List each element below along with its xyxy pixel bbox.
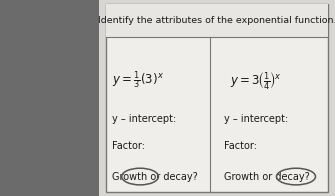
FancyBboxPatch shape xyxy=(106,4,328,37)
Text: $y = 3\!\left(\frac{1}{4}\right)^{\!x}$: $y = 3\!\left(\frac{1}{4}\right)^{\!x}$ xyxy=(230,70,282,91)
Text: Growth or decay?: Growth or decay? xyxy=(223,172,309,181)
Text: Factor:: Factor: xyxy=(112,141,145,151)
Text: y – intercept:: y – intercept: xyxy=(112,114,177,124)
Text: y – intercept:: y – intercept: xyxy=(223,114,288,124)
Text: $y = \frac{1}{3}(3)^x$: $y = \frac{1}{3}(3)^x$ xyxy=(112,69,164,91)
FancyBboxPatch shape xyxy=(99,0,335,196)
Text: Growth or decay?: Growth or decay? xyxy=(112,172,198,181)
Text: Identify the attributes of the exponential function.: Identify the attributes of the exponenti… xyxy=(98,16,335,25)
FancyBboxPatch shape xyxy=(106,4,328,192)
Text: Factor:: Factor: xyxy=(223,141,257,151)
